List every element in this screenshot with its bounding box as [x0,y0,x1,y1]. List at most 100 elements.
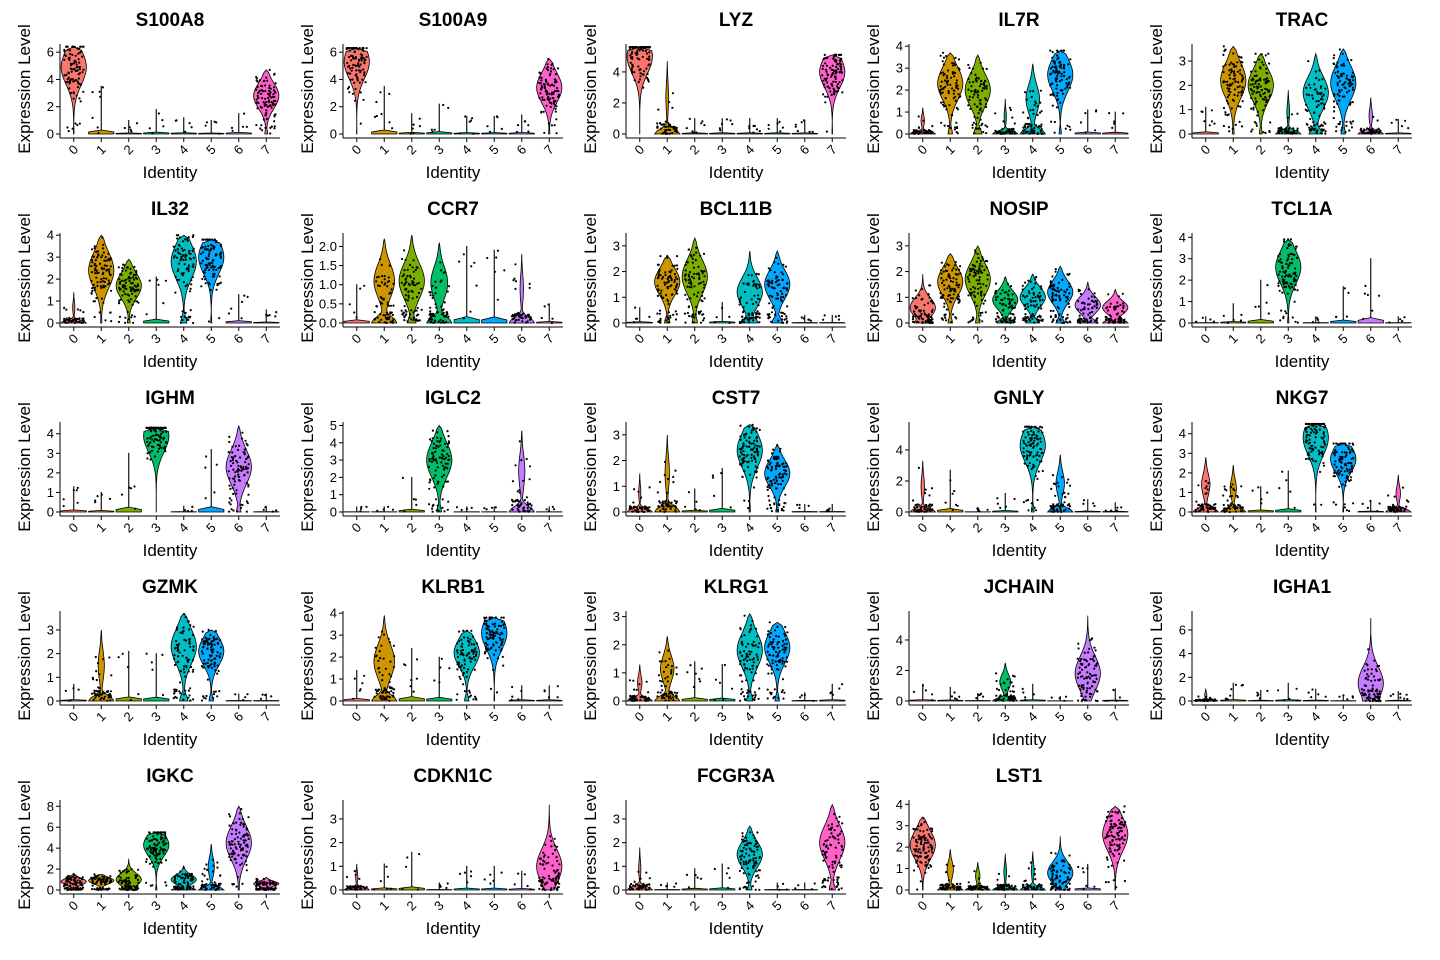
jitter-point [783,472,786,475]
jitter-point [178,236,181,239]
jitter-point [1233,72,1236,75]
jitter-point [94,272,97,275]
jitter-point [832,87,835,90]
jitter-point [755,427,759,430]
jitter-point [380,263,383,266]
jitter-point [1056,481,1059,484]
jitter-point [942,270,945,273]
jitter-point [1115,509,1119,512]
jitter-point [982,302,985,305]
jitter-point [359,287,362,290]
jitter-point [772,448,775,451]
jitter-point [269,126,272,129]
jitter-point [1286,131,1289,134]
jitter-point [190,126,193,129]
jitter-point [945,74,949,77]
jitter-point [693,285,696,288]
jitter-point [912,315,915,318]
jitter-point [811,130,814,133]
jitter-point [1226,95,1229,98]
jitter-point [669,316,672,319]
jitter-point [673,264,676,267]
jitter-point [1009,285,1013,288]
jitter-point [388,121,391,124]
jitter-point [65,73,68,76]
jitter-point [363,58,366,62]
jitter-point [403,319,406,322]
jitter-point [958,268,961,271]
jitter-point [1321,78,1324,81]
jitter-point [946,287,949,290]
jitter-point [1232,52,1235,55]
jitter-point [985,105,988,109]
jitter-point [748,316,751,320]
jitter-point [439,318,442,321]
jitter-point [1351,101,1354,104]
y-axis-title: Expression Level [15,402,34,531]
jitter-point [1056,54,1059,57]
jitter-point [1057,510,1060,513]
jitter-point [63,50,66,53]
jitter-point [953,89,956,92]
jitter-point [1064,320,1067,323]
jitter-point [382,508,385,511]
jitter-point [836,85,839,88]
jitter-point [1283,128,1286,131]
jitter-point [953,75,956,78]
jitter-point [215,463,218,466]
jitter-point [692,266,696,269]
jitter-point [1077,300,1080,303]
jitter-point [437,509,440,512]
jitter-point [65,45,68,48]
jitter-point [1288,262,1291,265]
jitter-point [645,67,648,70]
jitter-point [1268,62,1271,65]
jitter-point [978,85,981,88]
jitter-point [1222,71,1225,74]
jitter-point [93,289,96,292]
jitter-point [516,503,520,506]
jitter-point [1377,294,1381,297]
jitter-point [640,46,643,49]
jitter-point [1039,437,1042,440]
jitter-point [1296,321,1299,324]
jitter-point [401,476,404,479]
jitter-point [834,77,837,80]
jitter-point [949,289,953,292]
jitter-point [68,56,71,59]
jitter-point [1111,126,1114,129]
jitter-point [200,262,203,265]
jitter-point [663,460,667,464]
jitter-point [203,271,206,274]
jitter-point [697,272,700,275]
jitter-point [1277,130,1280,133]
jitter-point [176,270,179,273]
jitter-point [1292,272,1295,275]
jitter-point [952,267,955,270]
violin-identity-3 [143,276,170,324]
jitter-point [1013,301,1017,304]
jitter-point [1052,69,1055,72]
jitter-point [244,467,247,470]
jitter-point [1240,64,1243,67]
jitter-point [415,503,418,506]
jitter-point [363,61,366,64]
jitter-point [981,271,984,274]
jitter-point [530,504,533,507]
x-axis-title: Identity [426,541,481,560]
x-axis-title: Identity [992,541,1047,560]
jitter-point [420,308,423,311]
jitter-point [435,444,438,447]
jitter-point [386,313,389,316]
jitter-point [1293,300,1296,303]
jitter-point [273,86,276,89]
jitter-point [1231,82,1234,85]
jitter-point [715,316,718,319]
jitter-point [98,311,101,314]
jitter-point [1311,94,1314,97]
jitter-point [1096,303,1099,306]
jitter-point [752,279,755,282]
jitter-point [520,459,523,462]
jitter-point [985,132,988,135]
jitter-point [410,289,413,292]
